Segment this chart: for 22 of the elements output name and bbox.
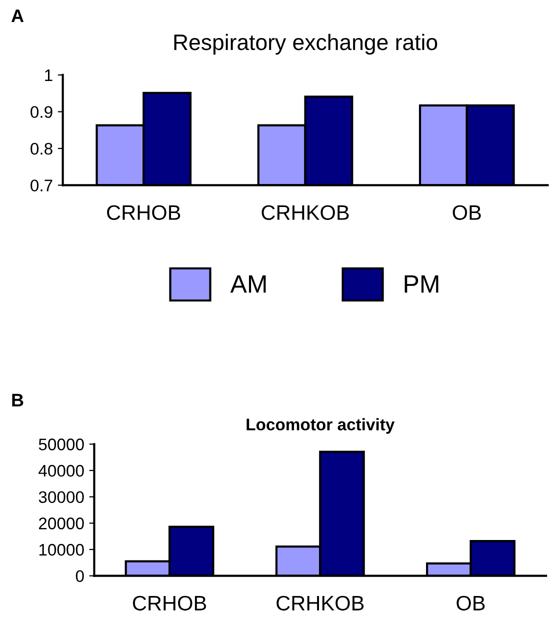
x-tick-label: OB (452, 205, 481, 220)
y-tick-label: 0.8 (30, 142, 52, 155)
x-tick-label: CRHKOB (276, 596, 364, 611)
y-tick-label: 40000 (38, 464, 84, 477)
chart-title: Respiratory exchange ratio (174, 34, 438, 55)
x-tick-label: CRHOB (132, 596, 206, 611)
legend-label: PM (404, 275, 438, 293)
text: B (12, 394, 24, 406)
y-tick-label: 0.7 (30, 180, 52, 192)
text: A (11, 10, 24, 22)
y-tick-label: 20000 (38, 518, 84, 530)
y-tick-label: 30000 (38, 491, 84, 504)
x-tick-label: OB (456, 596, 485, 611)
y-tick-label: 0.9 (30, 106, 52, 118)
y-tick-label: 50000 (38, 438, 84, 450)
chart-title: Locomotor activity (246, 418, 395, 434)
y-tick-label: 1 (45, 70, 52, 82)
legend-label: AM (230, 275, 266, 293)
y-tick-label: 0 (76, 570, 84, 582)
x-tick-label: CRHOB (107, 205, 180, 220)
y-tick-label: 10000 (39, 544, 84, 556)
x-tick-label: CRHKOB (262, 205, 349, 220)
